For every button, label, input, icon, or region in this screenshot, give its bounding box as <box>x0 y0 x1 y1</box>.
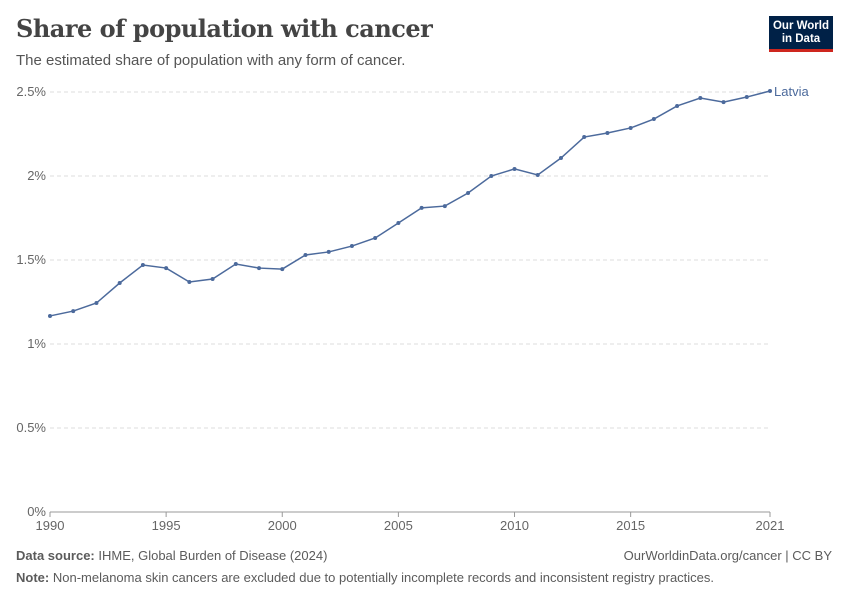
data-point <box>651 117 656 122</box>
note: Note: Non-melanoma skin cancers are excl… <box>16 570 714 585</box>
y-tick-label: 2% <box>27 168 46 183</box>
data-point <box>257 266 262 271</box>
data-point <box>280 267 285 272</box>
data-point <box>768 88 772 93</box>
y-tick-label: 1% <box>27 336 46 351</box>
series-line-latvia <box>49 90 771 317</box>
y-tick-label: 1.5% <box>16 252 46 267</box>
data-point <box>512 166 517 171</box>
x-tick-label: 2000 <box>268 518 297 533</box>
data-point <box>48 313 52 318</box>
data-point <box>535 172 540 177</box>
x-tick-label: 2015 <box>616 518 645 533</box>
data-point <box>117 281 122 286</box>
chart-subtitle: The estimated share of population with a… <box>16 52 406 69</box>
y-tick-label: 0.5% <box>16 420 46 435</box>
data-point <box>419 205 424 210</box>
y-tick-label: 0% <box>27 504 46 519</box>
data-point <box>373 235 378 240</box>
data-point <box>71 309 76 314</box>
data-point <box>605 130 610 135</box>
chart-title: Share of population with cancer <box>16 14 433 43</box>
data-point <box>744 95 749 100</box>
data-point <box>326 249 331 254</box>
data-point <box>187 280 192 285</box>
x-tick-label: 2021 <box>756 518 785 533</box>
x-tick-label: 1990 <box>36 518 65 533</box>
note-label: Note: <box>16 570 50 585</box>
x-tick-label: 1995 <box>152 518 181 533</box>
data-source: Data source: IHME, Global Burden of Dise… <box>16 548 327 563</box>
x-tick-label: 2005 <box>384 518 413 533</box>
data-point <box>140 263 145 268</box>
series-label: Latvia <box>774 84 809 99</box>
data-point <box>349 244 354 249</box>
data-point <box>721 100 726 105</box>
data-point <box>466 190 471 195</box>
x-tick-label: 2010 <box>500 518 529 533</box>
license-link[interactable]: OurWorldinData.org/cancer | CC BY <box>623 548 832 563</box>
data-point <box>94 301 99 306</box>
data-point <box>210 276 215 281</box>
data-point <box>396 221 401 226</box>
data-point <box>675 103 680 108</box>
data-point <box>164 266 169 271</box>
data-point <box>698 96 703 101</box>
data-point <box>628 125 633 130</box>
data-point <box>442 204 447 209</box>
source-label: Data source: <box>16 548 95 563</box>
data-point <box>303 252 308 257</box>
source-text[interactable]: IHME, Global Burden of Disease (2024) <box>98 548 328 563</box>
owid-logo[interactable]: Our World in Data <box>769 16 833 52</box>
data-point <box>233 262 238 267</box>
y-tick-label: 2.5% <box>16 84 46 99</box>
data-point <box>489 174 494 178</box>
data-point <box>558 156 563 161</box>
data-point <box>582 135 587 140</box>
note-text: Non-melanoma skin cancers are excluded d… <box>52 570 715 585</box>
